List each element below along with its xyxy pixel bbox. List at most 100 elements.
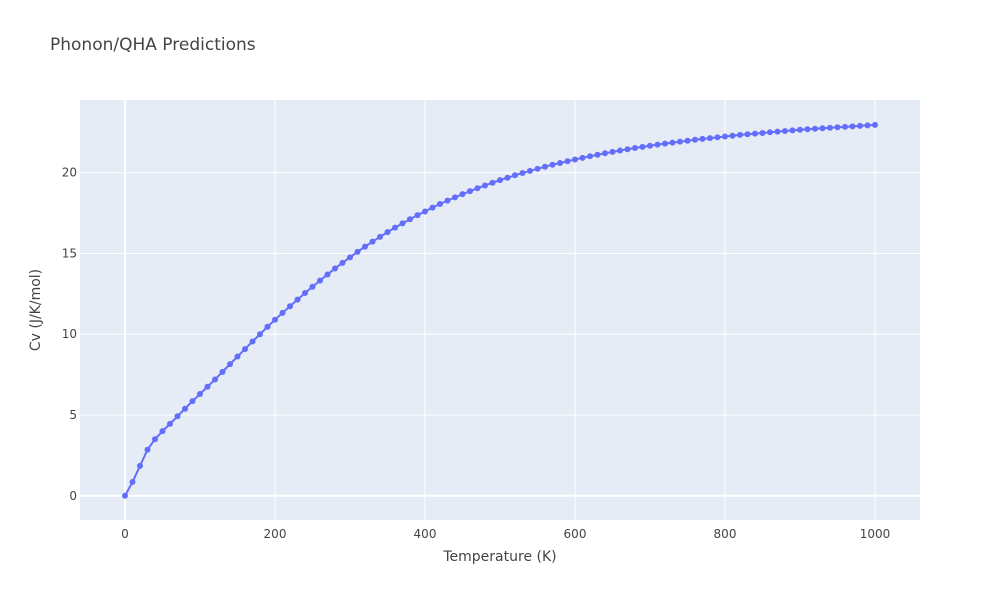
data-point[interactable] xyxy=(504,174,511,181)
data-point[interactable] xyxy=(362,243,368,250)
data-point[interactable] xyxy=(137,462,143,469)
data-point[interactable] xyxy=(834,124,841,131)
data-point[interactable] xyxy=(234,353,241,360)
data-point[interactable] xyxy=(594,151,601,158)
data-point[interactable] xyxy=(324,271,331,278)
data-point[interactable] xyxy=(309,283,316,290)
data-point[interactable] xyxy=(444,197,451,204)
data-point[interactable] xyxy=(857,122,863,129)
data-point[interactable] xyxy=(797,126,803,133)
data-point[interactable] xyxy=(527,167,533,174)
data-point[interactable] xyxy=(407,216,413,223)
data-point[interactable] xyxy=(422,208,428,215)
data-point[interactable] xyxy=(182,405,188,412)
data-point[interactable] xyxy=(489,179,496,186)
data-point[interactable] xyxy=(519,170,526,177)
data-point[interactable] xyxy=(257,331,263,338)
data-point[interactable] xyxy=(459,191,466,198)
data-point[interactable] xyxy=(654,141,661,148)
data-point[interactable] xyxy=(399,220,406,227)
data-point[interactable] xyxy=(429,204,436,211)
data-point[interactable] xyxy=(564,158,571,165)
data-point[interactable] xyxy=(204,383,211,390)
data-point[interactable] xyxy=(782,128,788,135)
data-point[interactable] xyxy=(609,148,616,155)
data-point[interactable] xyxy=(227,361,233,368)
data-point[interactable] xyxy=(122,492,128,499)
data-point[interactable] xyxy=(677,138,683,145)
data-point[interactable] xyxy=(662,140,668,147)
data-point[interactable] xyxy=(872,121,878,128)
data-point[interactable] xyxy=(452,194,458,201)
data-point[interactable] xyxy=(699,135,706,142)
data-point[interactable] xyxy=(759,129,766,136)
data-point[interactable] xyxy=(287,303,293,310)
data-point[interactable] xyxy=(144,446,151,453)
data-point[interactable] xyxy=(384,229,391,236)
data-point[interactable] xyxy=(497,177,503,184)
data-point[interactable] xyxy=(534,165,541,172)
data-point[interactable] xyxy=(339,259,346,266)
data-point[interactable] xyxy=(774,128,781,135)
data-point[interactable] xyxy=(129,479,136,486)
data-point[interactable] xyxy=(369,238,376,245)
data-point[interactable] xyxy=(744,131,751,138)
data-point[interactable] xyxy=(272,316,278,323)
data-point[interactable] xyxy=(294,296,301,303)
data-point[interactable] xyxy=(729,132,736,139)
data-point[interactable] xyxy=(632,144,638,151)
data-point[interactable] xyxy=(392,224,398,231)
data-point[interactable] xyxy=(707,135,713,142)
data-point[interactable] xyxy=(722,133,728,140)
data-point[interactable] xyxy=(639,143,646,150)
data-point[interactable] xyxy=(332,265,338,272)
data-point[interactable] xyxy=(842,123,848,130)
data-point[interactable] xyxy=(189,398,196,405)
data-point[interactable] xyxy=(512,172,518,179)
data-point[interactable] xyxy=(414,212,421,219)
data-point[interactable] xyxy=(242,346,248,353)
data-point[interactable] xyxy=(542,163,548,170)
data-point[interactable] xyxy=(617,147,623,154)
data-point[interactable] xyxy=(684,137,691,144)
data-point[interactable] xyxy=(849,123,856,130)
data-point[interactable] xyxy=(317,277,323,284)
data-point[interactable] xyxy=(467,188,473,195)
data-point[interactable] xyxy=(789,127,796,134)
data-point[interactable] xyxy=(624,146,631,153)
data-point[interactable] xyxy=(212,376,218,383)
data-point[interactable] xyxy=(197,391,203,397)
data-point[interactable] xyxy=(557,160,563,166)
data-point[interactable] xyxy=(159,428,166,435)
data-point[interactable] xyxy=(354,248,361,255)
data-point[interactable] xyxy=(549,161,556,168)
data-point[interactable] xyxy=(737,131,743,138)
data-point[interactable] xyxy=(279,309,286,316)
data-point[interactable] xyxy=(812,125,818,132)
data-point[interactable] xyxy=(827,124,833,131)
data-point[interactable] xyxy=(167,420,173,427)
data-point[interactable] xyxy=(437,201,443,208)
data-point[interactable] xyxy=(219,368,226,375)
data-point[interactable] xyxy=(249,338,256,345)
data-point[interactable] xyxy=(714,134,721,141)
data-point[interactable] xyxy=(647,142,653,149)
data-point[interactable] xyxy=(474,185,481,192)
data-point[interactable] xyxy=(152,436,158,443)
data-point[interactable] xyxy=(482,182,488,189)
data-point[interactable] xyxy=(302,290,308,297)
data-point[interactable] xyxy=(864,122,871,129)
data-point[interactable] xyxy=(819,125,826,132)
data-point[interactable] xyxy=(377,233,383,240)
data-point[interactable] xyxy=(572,156,578,163)
data-point[interactable] xyxy=(602,150,608,157)
data-point[interactable] xyxy=(174,413,181,420)
data-point[interactable] xyxy=(264,323,271,330)
data-point[interactable] xyxy=(587,153,593,160)
data-point[interactable] xyxy=(579,154,586,161)
data-point[interactable] xyxy=(752,130,758,137)
data-point[interactable] xyxy=(767,129,773,136)
data-point[interactable] xyxy=(692,136,698,143)
data-point[interactable] xyxy=(804,126,811,133)
data-point[interactable] xyxy=(669,139,676,146)
